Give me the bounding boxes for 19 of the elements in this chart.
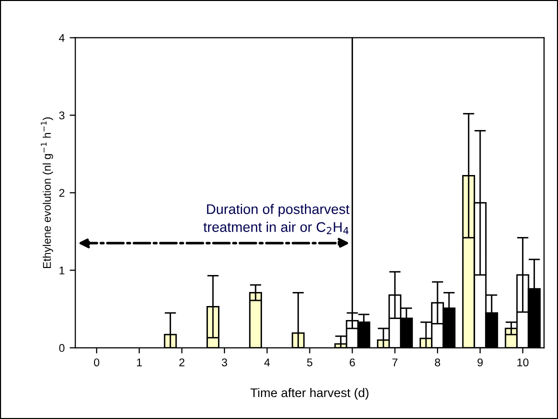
- y-tick-label: 4: [58, 34, 65, 42]
- y-tick-label: 1: [60, 266, 64, 274]
- x-tick-label: 9: [478, 358, 483, 366]
- x-tick-label: 3: [222, 358, 228, 366]
- x-tick-label: 4: [264, 358, 270, 366]
- x-tick-label: 1: [137, 358, 142, 366]
- x-tick-label: 2: [179, 358, 184, 366]
- x-tick-label: 5: [307, 358, 312, 366]
- y-tick-label: 0: [59, 344, 64, 352]
- x-tick-label: 10: [517, 358, 528, 366]
- x-tick-label: 6: [350, 358, 355, 366]
- annotation: Duration of postharvest treatment in air or C$_{2}$H$_{4}$: [203, 204, 350, 234]
- y-tick-label: 2: [59, 189, 64, 197]
- x-tick-label: 0: [94, 358, 100, 366]
- y-axis-title: Ethylene evolution (nl g$^{−1}$ h$^{−1}$): [40, 117, 54, 268]
- x-tick-label: 7: [392, 358, 398, 366]
- x-axis-title: Time after harvest (d): [250, 388, 368, 400]
- y-tick-label: 3: [59, 111, 64, 120]
- x-tick-label: 8: [434, 358, 440, 366]
